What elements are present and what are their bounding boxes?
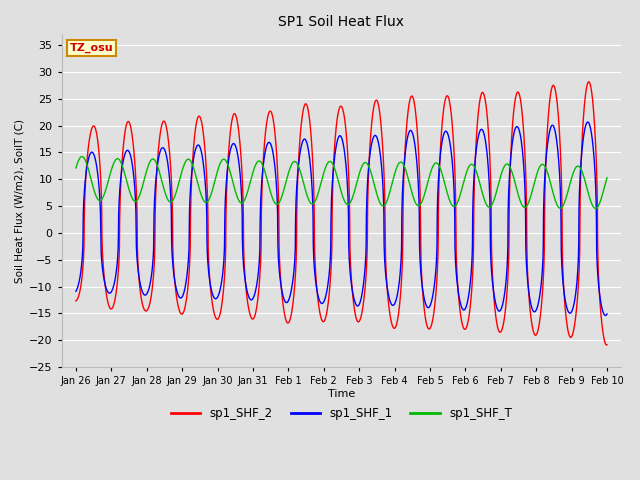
sp1_SHF_2 (220, 281, 228, 287)
Y-axis label: Soil Heat Flux (W/m2), SoilT (C): Soil Heat Flux (W/m2), SoilT (C) (15, 119, 25, 283)
sp1_SHF_T (357, 167, 365, 172)
Line: sp1_SHF_1: sp1_SHF_1 (76, 122, 607, 315)
Legend: sp1_SHF_2, sp1_SHF_1, sp1_SHF_T: sp1_SHF_2, sp1_SHF_1, sp1_SHF_T (166, 402, 517, 424)
sp1_SHF_1 (356, 298, 364, 304)
sp1_SHF_T (571, 166, 579, 172)
Line: sp1_SHF_T: sp1_SHF_T (76, 156, 607, 208)
sp1_SHF_T (603, 175, 611, 180)
sp1_SHF_1 (495, 308, 503, 314)
sp1_SHF_T (78, 154, 86, 159)
sp1_SHF_T (369, 174, 376, 180)
sp1_SHF_1 (602, 312, 609, 318)
sp1_SHF_1 (571, 297, 579, 302)
sp1_SHF_T (72, 165, 80, 171)
sp1_SHF_1 (220, 256, 228, 262)
X-axis label: Time: Time (328, 389, 355, 399)
sp1_SHF_T (556, 205, 564, 211)
sp1_SHF_1 (368, 139, 376, 144)
sp1_SHF_T (496, 177, 504, 182)
sp1_SHF_2 (603, 342, 611, 348)
Title: SP1 Soil Heat Flux: SP1 Soil Heat Flux (278, 15, 404, 29)
sp1_SHF_1 (584, 119, 591, 125)
sp1_SHF_T (591, 205, 599, 211)
sp1_SHF_1 (72, 288, 80, 294)
sp1_SHF_2 (556, 140, 564, 146)
Line: sp1_SHF_2: sp1_SHF_2 (76, 82, 607, 345)
sp1_SHF_2 (571, 321, 579, 326)
Text: TZ_osu: TZ_osu (70, 43, 114, 53)
sp1_SHF_2 (356, 315, 364, 321)
sp1_SHF_2 (603, 342, 611, 348)
sp1_SHF_1 (603, 311, 611, 317)
sp1_SHF_T (220, 156, 228, 162)
sp1_SHF_2 (72, 298, 80, 304)
sp1_SHF_1 (556, 180, 564, 186)
sp1_SHF_2 (495, 329, 503, 335)
sp1_SHF_2 (368, 117, 376, 122)
sp1_SHF_2 (585, 79, 593, 84)
